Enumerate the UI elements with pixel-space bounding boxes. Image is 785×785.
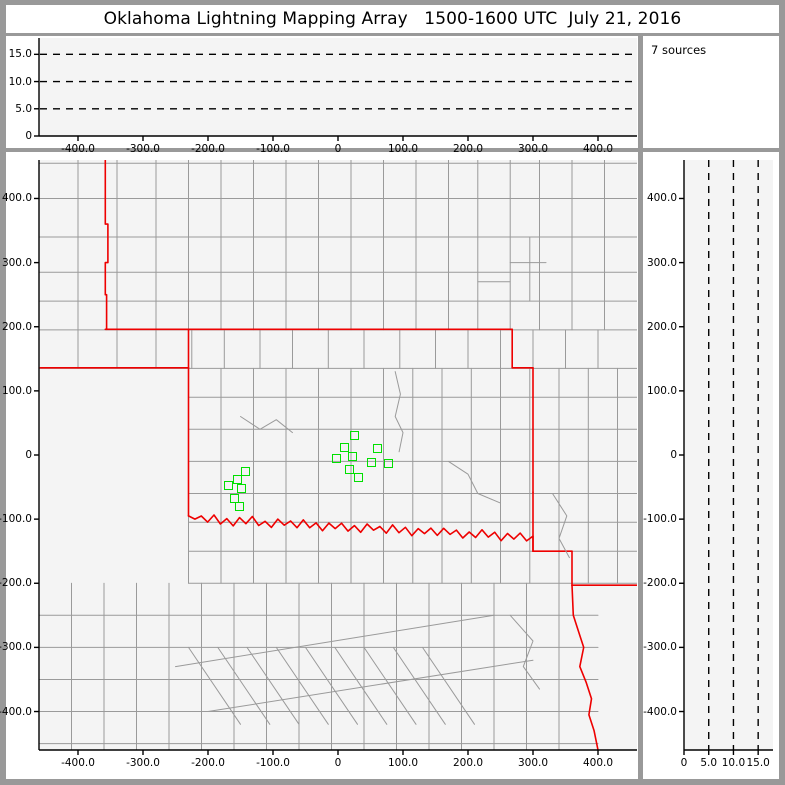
axis-tick-label: 100.0: [1, 384, 32, 397]
plan-view-map-plot-area[interactable]: [39, 160, 637, 750]
axis-tick-label: -100.0: [256, 757, 290, 769]
page-title: Oklahoma Lightning Mapping Array 1500-16…: [103, 9, 682, 29]
axis-tick-label: 10.0: [721, 757, 746, 769]
axis-tick-label: 0: [25, 449, 32, 461]
vhf-source-marker: [349, 431, 359, 441]
axis-tick-label: 0: [680, 757, 688, 769]
axis-tick-label: 0: [334, 757, 342, 769]
vhf-source-marker: [237, 483, 247, 493]
axis-tick-label: -200.0: [0, 577, 32, 590]
axis-tick-label: -300.0: [0, 641, 32, 654]
vhf-source-marker: [347, 452, 357, 462]
axis-tick-label: -300.0: [126, 757, 160, 769]
vhf-source-marker: [240, 466, 250, 476]
axis-tick-label: 400.0: [1, 192, 32, 205]
state-county-map: [39, 160, 637, 750]
title-bar: Oklahoma Lightning Mapping Array 1500-16…: [6, 5, 779, 33]
axis-tick-label: -400.0: [61, 757, 95, 769]
axis-tick-label: -400.0: [643, 705, 677, 718]
vhf-source-marker: [354, 472, 364, 482]
vhf-source-marker: [224, 481, 234, 491]
vhf-source-marker: [367, 458, 377, 468]
axis-tick-label: 200.0: [1, 320, 32, 333]
axis-tick-label: 400.0: [582, 757, 614, 769]
plan-view-map-panel: 400.0 300.0 200.0 100.0 0 -100.0 -200.0 -300.0 -…: [0, 152, 638, 779]
axis-tick-label: -200.0: [191, 757, 225, 769]
sources-count-label: 7 sources: [651, 43, 707, 57]
altitude-east-west-panel: 0 5.0 10.0 15.0 -400.0 -300.0 -200.0 -100.0 0 100…: [6, 36, 638, 155]
axis-tick-label: 5.0: [15, 102, 32, 115]
axis-tick-label: 300.0: [517, 757, 549, 769]
axis-tick-label: 0: [25, 130, 32, 142]
vhf-source-marker: [384, 459, 394, 469]
axis-tick-label: 5.0: [700, 757, 718, 769]
axis-tick-label: 15.0: [746, 757, 770, 769]
vhf-source-marker: [332, 453, 342, 463]
axis-tick-label: 100.0: [387, 757, 419, 769]
axis-tick-label: 0: [334, 143, 342, 155]
altitude-north-south-axes: [679, 160, 773, 755]
altitude-east-west-axes: [34, 38, 637, 141]
sources-count-panel: 7 sources: [643, 36, 779, 148]
axis-tick-label: -100.0: [643, 513, 677, 526]
vhf-source-marker: [234, 501, 244, 511]
vhf-source-marker: [229, 494, 239, 504]
axis-tick-label: 100.0: [646, 384, 677, 397]
axis-tick-label: -100.0: [0, 513, 32, 526]
axis-tick-label: -400.0: [0, 705, 32, 718]
axis-tick-label: 10.0: [8, 75, 32, 88]
axis-tick-label: 200.0: [452, 757, 484, 769]
axis-tick-label: 15.0: [8, 48, 32, 61]
vhf-source-marker: [345, 464, 355, 474]
vhf-source-marker: [372, 444, 382, 454]
axis-tick-label: 200.0: [646, 320, 677, 333]
axis-tick-label: -300.0: [643, 641, 677, 654]
plan-view-map-axes: [34, 160, 637, 755]
axis-tick-label: 300.0: [1, 256, 32, 269]
axis-tick-label: 0: [670, 449, 677, 461]
axis-tick-label: -200.0: [643, 577, 677, 590]
axis-tick-label: 300.0: [646, 256, 677, 269]
axis-tick-label: 400.0: [646, 192, 677, 205]
vhf-source-marker: [340, 442, 349, 452]
altitude-north-south-plot-area[interactable]: [684, 160, 773, 750]
vhf-source-marker: [232, 474, 242, 484]
altitude-north-south-panel: 400.0 300.0 200.0 100.0 0 -100.0 -200.0 -300.0 -…: [643, 152, 779, 779]
